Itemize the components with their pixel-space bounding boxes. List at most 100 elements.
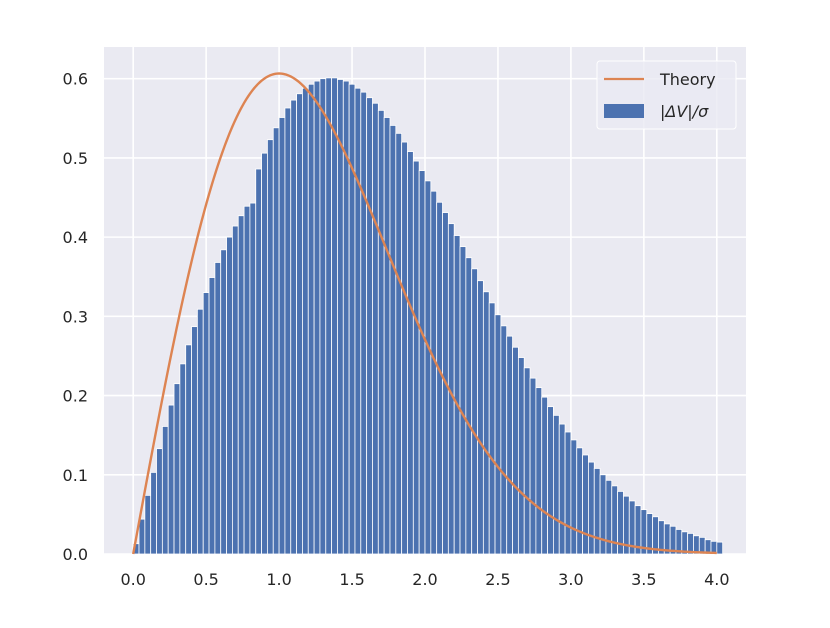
histogram-bar	[296, 93, 303, 555]
theory-curve	[131, 72, 717, 555]
histogram-bar	[436, 201, 443, 555]
x-tick-label: 2.0	[412, 570, 437, 589]
histogram-bar	[517, 357, 525, 555]
y-tick-label: 0.5	[63, 149, 88, 168]
histogram-bar	[553, 414, 560, 555]
histogram-bar	[231, 225, 239, 555]
histogram-bar	[337, 79, 344, 555]
histogram-bar	[261, 152, 268, 555]
y-tick-label: 0.0	[63, 545, 88, 564]
histogram-bar	[412, 160, 420, 555]
histogram-bar	[302, 87, 309, 555]
histogram-bar	[564, 431, 572, 555]
histogram-bar	[313, 80, 321, 555]
histogram-bar	[284, 107, 292, 555]
histogram-bar	[424, 180, 432, 555]
histogram-bar	[226, 236, 233, 555]
histogram-bar	[477, 280, 484, 555]
histogram-bar	[220, 249, 227, 555]
histogram-bar	[354, 87, 362, 555]
histogram-bar	[570, 439, 578, 555]
y-tick-label: 0.1	[63, 466, 88, 485]
x-tick-labels: 0.0 0.5 1.0 1.5 2.0 2.5 3.0 3.5 4.0	[120, 570, 729, 589]
histogram-bar	[156, 448, 163, 555]
histogram-bar	[529, 377, 537, 555]
histogram-bar	[395, 132, 403, 555]
histogram-bar	[150, 472, 157, 555]
histogram-bar	[407, 151, 414, 555]
legend-theory-label: Theory	[659, 70, 716, 89]
histogram-bar	[185, 344, 192, 555]
histogram-bar	[558, 423, 566, 555]
histogram-bar	[278, 117, 286, 555]
histogram-bar	[459, 246, 467, 555]
y-tick-label: 0.2	[63, 387, 88, 406]
histogram-bar	[488, 302, 496, 555]
histogram-bar	[535, 387, 543, 555]
histogram-bar	[325, 77, 333, 555]
histogram-bar	[255, 168, 262, 555]
histogram-bar	[196, 308, 204, 555]
x-tick-label: 3.0	[558, 570, 583, 589]
histogram-bar	[173, 383, 181, 555]
histogram-bar	[290, 99, 298, 555]
theory-curve-layer	[131, 72, 717, 555]
histogram-bar	[267, 139, 274, 555]
histogram-bar	[418, 170, 426, 555]
histogram-bar	[389, 125, 397, 555]
x-tick-label: 0.5	[193, 570, 218, 589]
y-tick-label: 0.6	[63, 70, 88, 89]
histogram-bar	[144, 494, 152, 555]
histogram-bar	[237, 215, 245, 555]
x-tick-label: 2.5	[485, 570, 510, 589]
legend-histogram-label: |ΔV|/σ	[660, 102, 709, 121]
x-tick-label: 4.0	[704, 570, 729, 589]
histogram-bar	[307, 83, 315, 555]
histogram-bar	[249, 202, 257, 555]
legend-histogram-swatch	[604, 104, 644, 118]
histogram-bar	[383, 117, 391, 555]
histogram-bar	[494, 314, 502, 555]
histogram-bar	[523, 367, 531, 555]
histogram-bar	[588, 461, 595, 555]
histogram-bar	[401, 141, 408, 555]
histogram-bar	[506, 335, 513, 555]
histogram-bar	[582, 454, 589, 555]
histogram-bar	[593, 468, 601, 555]
histogram-bar	[576, 447, 583, 555]
y-tick-label: 0.4	[63, 228, 88, 247]
histogram-bar	[319, 78, 327, 555]
x-tick-label: 1.5	[339, 570, 364, 589]
histogram-bar	[547, 406, 554, 555]
histogram-bar	[138, 518, 146, 555]
histogram-bar	[716, 541, 724, 555]
histogram-bar	[465, 257, 473, 555]
x-tick-label: 0.0	[120, 570, 145, 589]
histogram-bar	[214, 262, 222, 555]
histogram-bar	[512, 346, 519, 555]
histogram-bar	[272, 127, 280, 555]
histogram-bar	[167, 404, 175, 555]
histogram-bar	[360, 91, 368, 555]
histogram-bar	[372, 102, 379, 555]
histogram-bar	[599, 474, 607, 555]
y-tick-labels: 0.0 0.1 0.2 0.3 0.4 0.5 0.6	[63, 70, 88, 564]
histogram-bar	[471, 268, 478, 555]
histogram-bar	[377, 109, 385, 555]
histogram-bar	[482, 291, 490, 555]
histogram-bar	[453, 235, 461, 555]
legend: Theory |ΔV|/σ	[596, 60, 737, 130]
histogram-bar	[366, 97, 373, 555]
x-tick-label: 1.0	[266, 570, 291, 589]
histogram-bar	[243, 205, 251, 555]
histogram-bar	[430, 190, 438, 555]
histogram-bar	[202, 292, 210, 555]
histogram-bar	[348, 83, 356, 555]
histogram-bar	[208, 277, 216, 555]
y-tick-label: 0.3	[63, 307, 88, 326]
histogram-bar	[331, 77, 338, 555]
histogram-bar	[161, 426, 169, 555]
histogram-bar	[191, 326, 198, 555]
